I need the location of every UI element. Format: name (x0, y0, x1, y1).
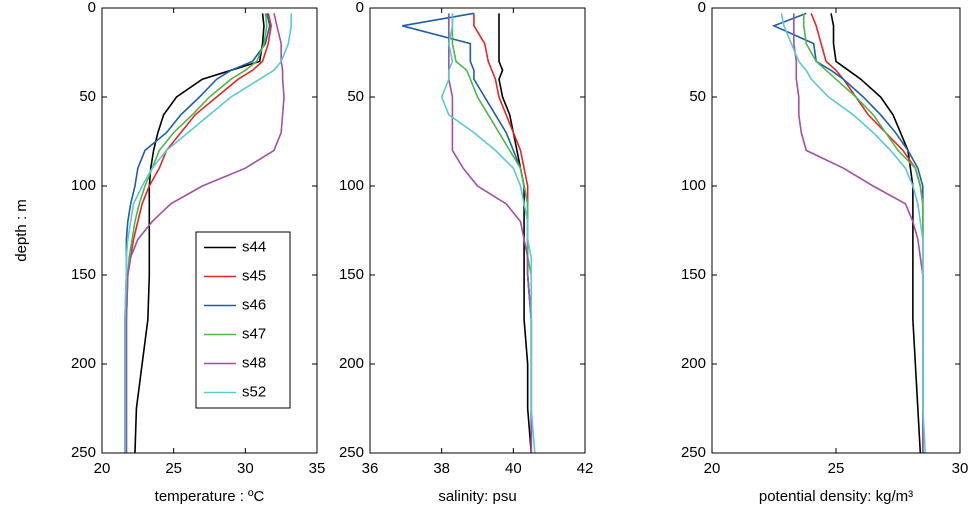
legend-label: s52 (242, 383, 266, 400)
legend-label: s46 (242, 296, 266, 313)
profile-line (134, 13, 265, 454)
profile-line (451, 13, 533, 453)
x-axis-label: temperature : ºC (155, 488, 265, 505)
y-tick-label: 250 (681, 444, 706, 461)
x-tick-label: 40 (505, 460, 522, 477)
profile-line (402, 12, 533, 453)
y-tick-label: 0 (356, 0, 364, 16)
y-tick-label: 100 (339, 177, 364, 194)
x-tick-label: 36 (362, 460, 379, 477)
legend-label: s45 (242, 267, 266, 284)
y-tick-label: 100 (681, 177, 706, 194)
y-tick-label: 0 (88, 0, 96, 16)
y-tick-label: 50 (347, 88, 364, 105)
x-tick-label: 25 (165, 460, 182, 477)
y-tick-label: 50 (79, 88, 96, 105)
profile-line (793, 13, 924, 453)
profile-line (802, 13, 924, 453)
profile-line (440, 13, 536, 454)
legend-box (195, 231, 291, 409)
profile-line (810, 13, 924, 453)
x-tick-label: 35 (309, 460, 326, 477)
y-tick-label: 250 (71, 444, 96, 461)
x-tick-label: 38 (433, 460, 450, 477)
legend-label: s44 (242, 238, 266, 255)
plot-frame (369, 7, 586, 454)
profile-line (498, 13, 533, 454)
x-tick-label: 25 (828, 460, 845, 477)
x-tick-label: 42 (577, 460, 594, 477)
y-tick-label: 50 (689, 88, 706, 105)
profile-line (780, 13, 927, 454)
y-tick-label: 200 (71, 355, 96, 372)
x-tick-label: 20 (704, 460, 721, 477)
profile-line (125, 13, 285, 453)
y-tick-label: 0 (698, 0, 706, 16)
legend-label: s47 (242, 325, 266, 342)
y-axis-label: depth : m (13, 199, 30, 262)
x-axis-label: potential density: kg/m³ (759, 488, 913, 505)
y-tick-label: 100 (71, 177, 96, 194)
y-tick-label: 250 (339, 444, 364, 461)
profile-line (830, 13, 922, 454)
profile-line (448, 13, 533, 453)
x-tick-label: 20 (94, 460, 111, 477)
y-tick-label: 150 (681, 266, 706, 283)
y-tick-label: 200 (681, 355, 706, 372)
plot-frame (101, 7, 318, 454)
x-axis-label: salinity: psu (438, 488, 516, 505)
y-tick-label: 150 (339, 266, 364, 283)
legend-label: s48 (242, 354, 266, 371)
x-tick-label: 30 (952, 460, 969, 477)
y-tick-label: 200 (339, 355, 364, 372)
profile-line (124, 13, 292, 453)
y-tick-label: 150 (71, 266, 96, 283)
x-tick-label: 30 (237, 460, 254, 477)
plot-frame (711, 7, 961, 454)
